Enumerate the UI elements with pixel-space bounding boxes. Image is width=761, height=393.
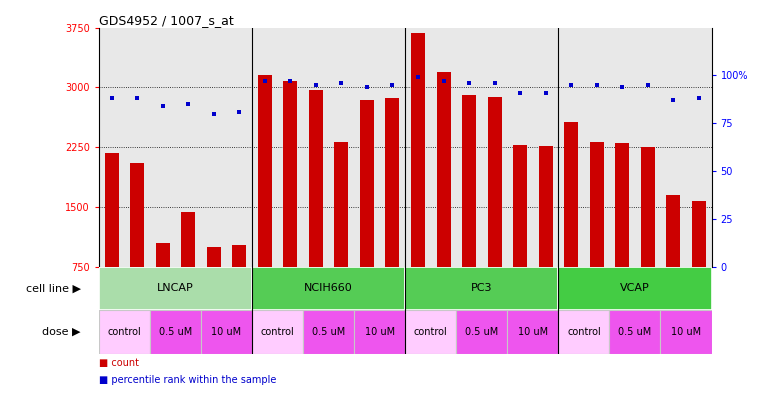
Bar bbox=[105, 153, 119, 267]
Point bbox=[387, 82, 399, 88]
Point bbox=[361, 84, 373, 90]
Text: VCAP: VCAP bbox=[620, 283, 650, 294]
Bar bbox=[303, 310, 354, 354]
Point bbox=[693, 95, 705, 101]
Bar bbox=[564, 122, 578, 267]
Bar bbox=[334, 142, 349, 267]
Text: 0.5 uM: 0.5 uM bbox=[619, 327, 651, 337]
Text: dose ▶: dose ▶ bbox=[42, 327, 81, 337]
Bar bbox=[354, 310, 405, 354]
Bar bbox=[559, 310, 610, 354]
Bar bbox=[99, 310, 150, 354]
Point bbox=[667, 97, 680, 103]
Point bbox=[285, 78, 297, 84]
Bar bbox=[590, 141, 603, 267]
Bar bbox=[559, 267, 712, 310]
Bar bbox=[666, 195, 680, 267]
Text: NCIH660: NCIH660 bbox=[304, 283, 353, 294]
Bar bbox=[386, 99, 400, 267]
Bar bbox=[283, 81, 298, 267]
Bar bbox=[360, 100, 374, 267]
Point bbox=[565, 82, 578, 88]
Point bbox=[642, 82, 654, 88]
Bar bbox=[513, 145, 527, 267]
Bar bbox=[488, 97, 501, 267]
Point bbox=[259, 78, 271, 84]
Text: 10 uM: 10 uM bbox=[365, 327, 395, 337]
Text: control: control bbox=[261, 327, 295, 337]
Bar bbox=[462, 95, 476, 267]
Point bbox=[310, 82, 322, 88]
Bar bbox=[252, 267, 406, 310]
Bar bbox=[610, 310, 661, 354]
Text: 10 uM: 10 uM bbox=[517, 327, 548, 337]
Bar bbox=[615, 143, 629, 267]
Bar bbox=[406, 310, 457, 354]
Text: 0.5 uM: 0.5 uM bbox=[465, 327, 498, 337]
Bar bbox=[309, 90, 323, 267]
Bar bbox=[252, 310, 303, 354]
Bar bbox=[411, 33, 425, 267]
Point bbox=[157, 103, 169, 109]
Text: GDS4952 / 1007_s_at: GDS4952 / 1007_s_at bbox=[99, 15, 234, 28]
Text: ■ percentile rank within the sample: ■ percentile rank within the sample bbox=[99, 375, 276, 385]
Bar bbox=[130, 163, 145, 267]
Text: control: control bbox=[567, 327, 600, 337]
Point bbox=[233, 108, 245, 115]
Text: 0.5 uM: 0.5 uM bbox=[159, 327, 192, 337]
Point bbox=[463, 80, 475, 86]
Text: LNCAP: LNCAP bbox=[157, 283, 194, 294]
Bar bbox=[437, 72, 451, 267]
Bar bbox=[661, 310, 712, 354]
Text: 10 uM: 10 uM bbox=[212, 327, 242, 337]
Point bbox=[591, 82, 603, 88]
Point bbox=[489, 80, 501, 86]
Bar bbox=[150, 310, 201, 354]
Point bbox=[106, 95, 118, 101]
Bar bbox=[539, 145, 552, 267]
Text: cell line ▶: cell line ▶ bbox=[26, 283, 81, 294]
Point bbox=[412, 74, 424, 81]
Point bbox=[514, 90, 526, 96]
Bar bbox=[406, 267, 559, 310]
Bar bbox=[201, 310, 252, 354]
Text: 10 uM: 10 uM bbox=[671, 327, 701, 337]
Bar bbox=[181, 213, 196, 267]
Bar bbox=[692, 200, 705, 267]
Point bbox=[616, 84, 629, 90]
Bar bbox=[99, 267, 252, 310]
Text: control: control bbox=[414, 327, 447, 337]
Bar bbox=[207, 247, 221, 267]
Point bbox=[131, 95, 143, 101]
Bar bbox=[232, 245, 247, 267]
Point bbox=[208, 110, 220, 117]
Text: ■ count: ■ count bbox=[99, 358, 139, 367]
Point bbox=[182, 101, 194, 107]
Point bbox=[540, 90, 552, 96]
Point bbox=[438, 78, 450, 84]
Bar bbox=[156, 243, 170, 267]
Point bbox=[336, 80, 348, 86]
Text: control: control bbox=[107, 327, 142, 337]
Bar bbox=[258, 75, 272, 267]
Bar bbox=[641, 147, 654, 267]
Bar bbox=[508, 310, 559, 354]
Bar bbox=[457, 310, 508, 354]
Text: 0.5 uM: 0.5 uM bbox=[312, 327, 345, 337]
Text: PC3: PC3 bbox=[471, 283, 492, 294]
